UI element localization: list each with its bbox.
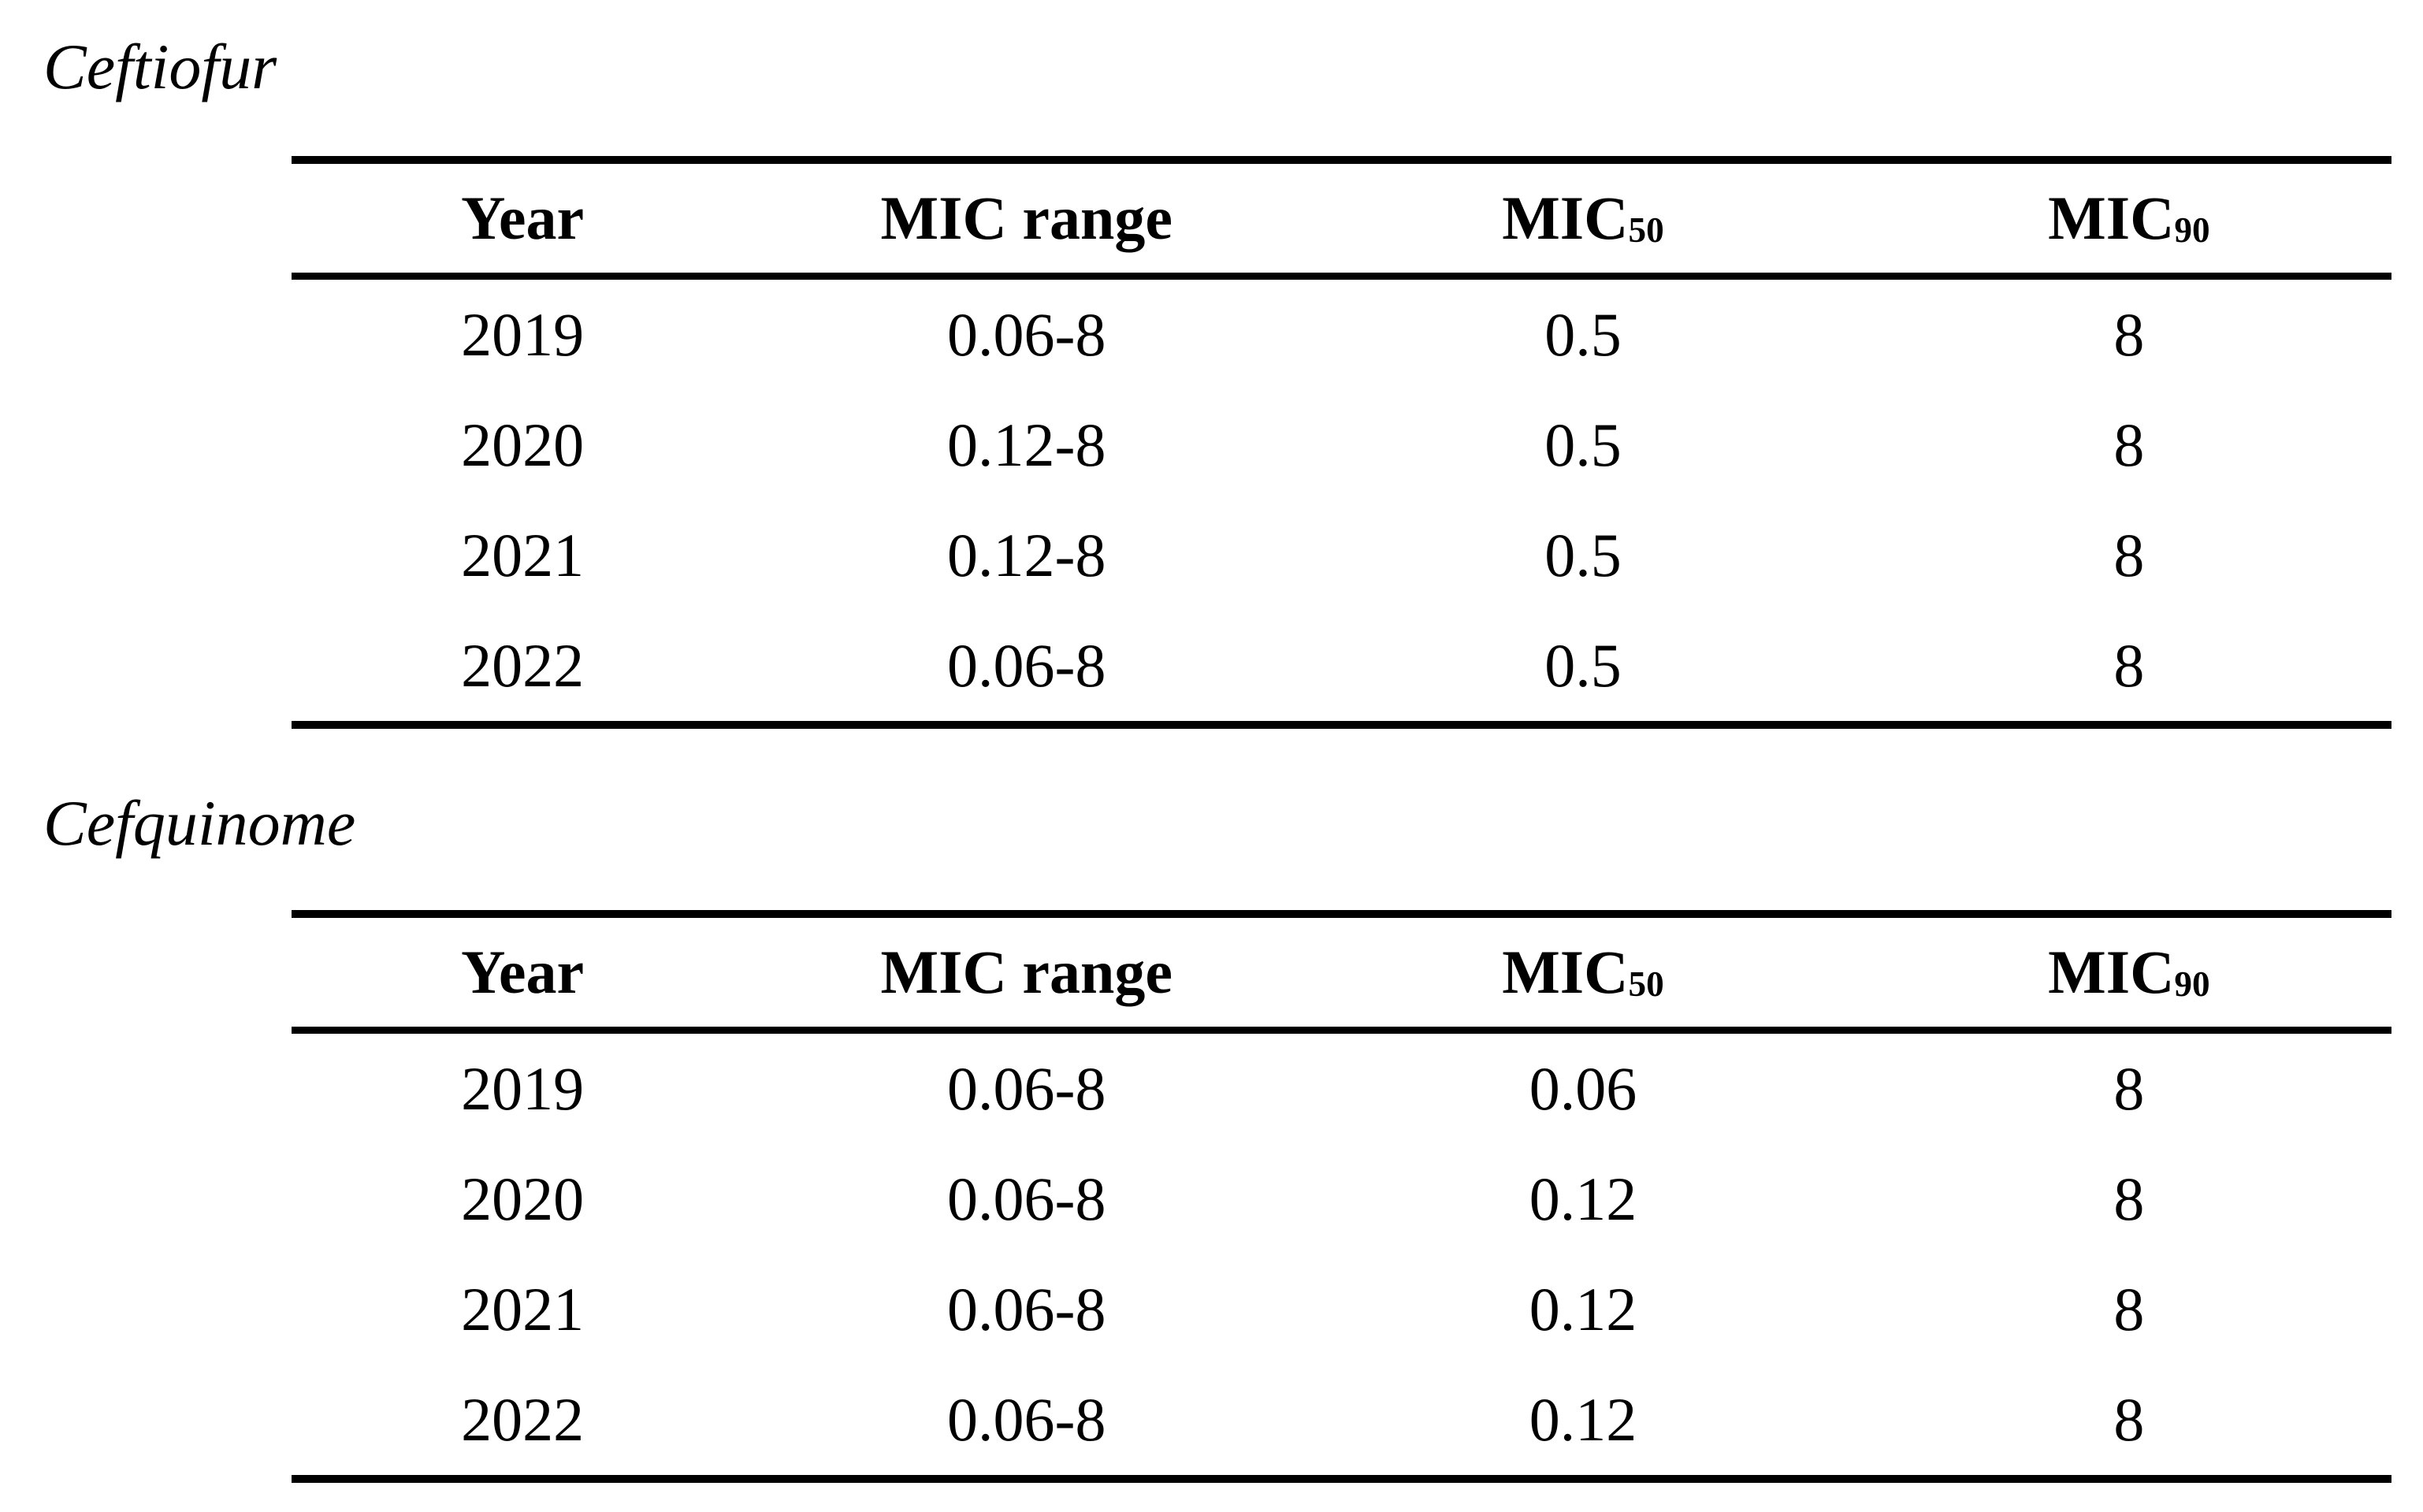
- col-header-sub: 50: [1628, 964, 1664, 1004]
- section-title-cefquinome: Cefquinome: [43, 787, 356, 859]
- col-header-sub: 90: [2174, 210, 2210, 250]
- mic90-cell: 8: [2113, 411, 2145, 479]
- year-cell: 2019: [461, 1054, 585, 1123]
- mic-table-cefquinome: Year MIC range MIC50 MIC90 2019 0.06-8 0…: [292, 910, 2391, 1483]
- year-cell: 2020: [461, 1165, 585, 1233]
- mic-range-cell: 0.06-8: [947, 1165, 1106, 1233]
- year-cell: 2022: [461, 1385, 585, 1454]
- col-header-mic50: MIC50: [1502, 184, 1664, 252]
- mic90-cell: 8: [2113, 631, 2145, 700]
- col-header-mic-range: MIC range: [880, 938, 1172, 1006]
- year-cell: 2022: [461, 631, 585, 700]
- year-cell: 2019: [461, 300, 585, 369]
- col-header-year: Year: [461, 184, 585, 252]
- year-cell: 2020: [461, 411, 585, 479]
- mic50-cell: 0.12: [1529, 1275, 1637, 1343]
- header-row: Year MIC range MIC50 MIC90: [292, 160, 2391, 277]
- table-row: 2022 0.06-8 0.5 8: [292, 611, 2391, 725]
- mic-range-cell: 0.06-8: [947, 300, 1106, 369]
- mic90-cell: 8: [2113, 1275, 2145, 1343]
- col-header-mic50: MIC50: [1502, 938, 1664, 1006]
- mic50-cell: 0.06: [1529, 1054, 1637, 1123]
- mic50-cell: 0.5: [1544, 411, 1622, 479]
- mic-range-cell: 0.06-8: [947, 1385, 1106, 1454]
- col-header-sub: 50: [1628, 210, 1664, 250]
- col-header-sub: 90: [2174, 964, 2210, 1004]
- mic-range-cell: 0.12-8: [947, 411, 1106, 479]
- table-row: 2020 0.06-8 0.12 8: [292, 1144, 2391, 1254]
- mic50-cell: 0.5: [1544, 300, 1622, 369]
- col-header-year: Year: [461, 938, 585, 1006]
- mic90-cell: 8: [2113, 1385, 2145, 1454]
- table-row: 2020 0.12-8 0.5 8: [292, 390, 2391, 500]
- mic90-cell: 8: [2113, 300, 2145, 369]
- section-title-ceftiofur: Ceftiofur: [43, 31, 277, 102]
- mic90-cell: 8: [2113, 1054, 2145, 1123]
- mic-table-ceftiofur: Year MIC range MIC50 MIC90 2019 0.06-8 0…: [292, 156, 2391, 729]
- table-row: 2021 0.12-8 0.5 8: [292, 500, 2391, 611]
- mic50-cell: 0.5: [1544, 521, 1622, 589]
- mic-range-cell: 0.12-8: [947, 521, 1106, 589]
- mic50-cell: 0.12: [1529, 1165, 1637, 1233]
- table-row: 2019 0.06-8 0.5 8: [292, 277, 2391, 391]
- mic-range-cell: 0.06-8: [947, 631, 1106, 700]
- col-header-mic-range: MIC range: [880, 184, 1172, 252]
- mic90-cell: 8: [2113, 1165, 2145, 1233]
- col-header-mic90: MIC90: [2048, 938, 2210, 1006]
- mic-range-cell: 0.06-8: [947, 1275, 1106, 1343]
- year-cell: 2021: [461, 1275, 585, 1343]
- mic-range-cell: 0.06-8: [947, 1054, 1106, 1123]
- mic50-cell: 0.5: [1544, 631, 1622, 700]
- table-row: 2021 0.06-8 0.12 8: [292, 1254, 2391, 1365]
- table-row: 2022 0.06-8 0.12 8: [292, 1365, 2391, 1479]
- mic50-cell: 0.12: [1529, 1385, 1637, 1454]
- year-cell: 2021: [461, 521, 585, 589]
- col-header-mic90: MIC90: [2048, 184, 2210, 252]
- table-row: 2019 0.06-8 0.06 8: [292, 1031, 2391, 1145]
- mic90-cell: 8: [2113, 521, 2145, 589]
- header-row: Year MIC range MIC50 MIC90: [292, 914, 2391, 1031]
